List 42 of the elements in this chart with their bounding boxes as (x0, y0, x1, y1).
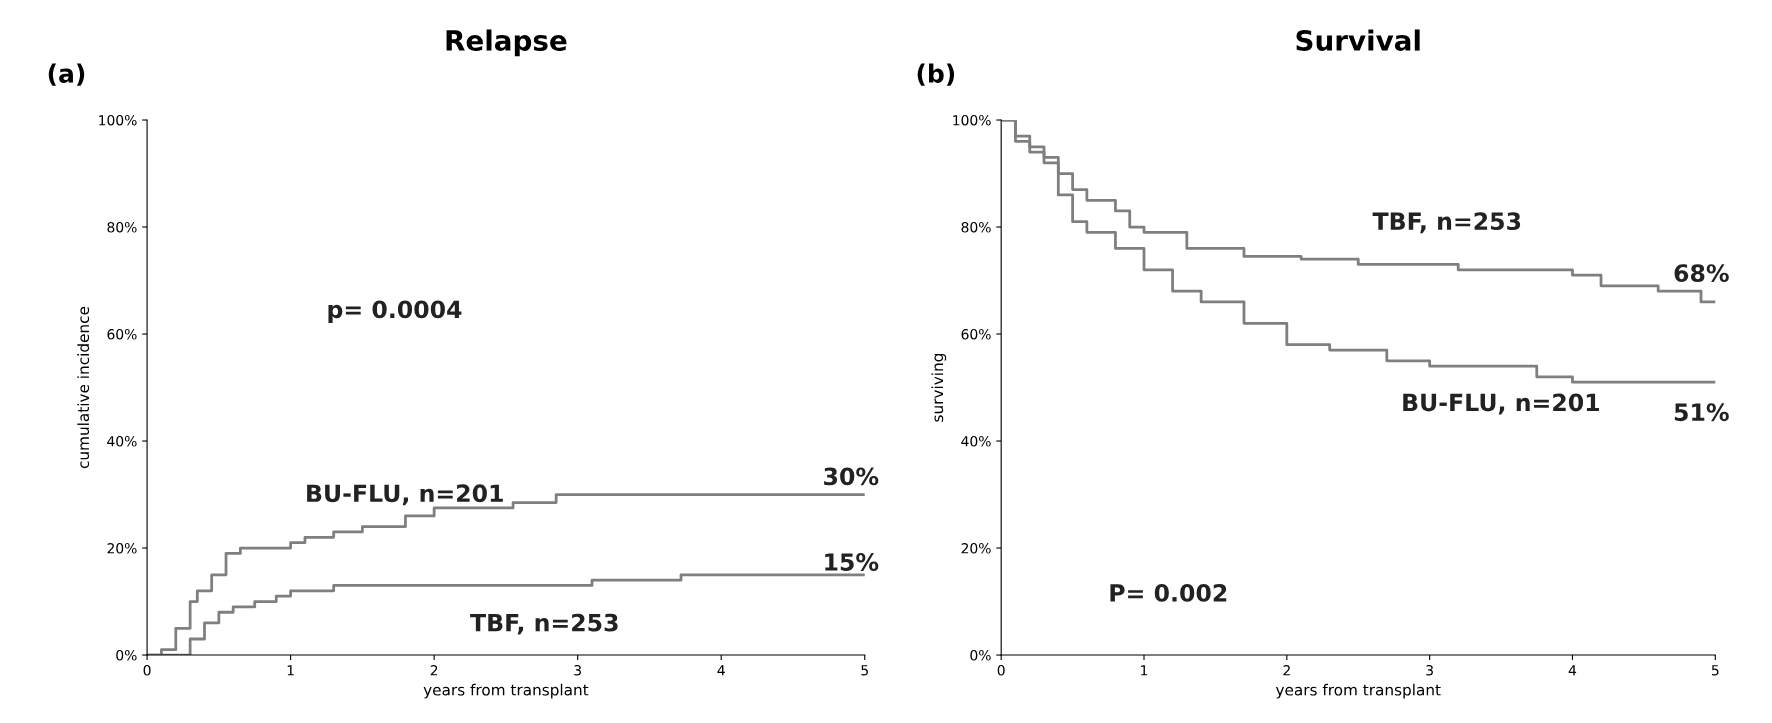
x-tick-label: 5 (861, 665, 868, 676)
y-tick-label: 0% (970, 650, 991, 661)
x-tick-label: 1 (287, 665, 294, 676)
x-axis-title: years from transplant (423, 683, 589, 699)
annotation: 51% (1674, 403, 1729, 422)
y-tick-label: 20% (961, 543, 991, 554)
x-tick-label: 4 (1568, 665, 1577, 676)
y-axis-title: cumulative incidence (77, 306, 90, 469)
series-label: TBF, n=253 (470, 613, 618, 635)
y-axis-title: surviving (931, 353, 947, 422)
chart-title: Relapse (446, 29, 567, 57)
text: (b) (917, 63, 955, 86)
y-tick-label: 40% (107, 436, 137, 447)
chart-title: Survival (1296, 29, 1420, 51)
annotation: 68% (1674, 264, 1729, 283)
series-label: BU-FLU, n=201 (1403, 393, 1599, 415)
text: (a) (48, 63, 85, 86)
x-tick-label: 5 (1711, 665, 1719, 676)
annotation: 30% (824, 467, 879, 486)
y-tick-label: 80% (961, 221, 991, 233)
y-tick-label: 100% (99, 114, 137, 126)
y-tick-label: 40% (961, 436, 991, 447)
annotation: 15% (825, 553, 879, 571)
x-tick-label: 3 (574, 665, 581, 676)
x-tick-label: 3 (1426, 665, 1433, 676)
x-tick-label: 1 (1141, 665, 1148, 676)
x-tick-label: 2 (430, 665, 438, 676)
annotation: P= 0.002 (1110, 584, 1227, 602)
y-tick-label: 60% (961, 328, 991, 340)
y-tick-label: 100% (953, 114, 991, 126)
y-tick-label: 60% (107, 328, 137, 340)
y-tick-label: 20% (107, 543, 137, 554)
series-label: BU-FLU, n=201 (307, 484, 503, 506)
series-label: TBF, n=253 (1372, 212, 1521, 234)
x-tick-label: 4 (717, 665, 725, 676)
y-tick-label: 80% (107, 221, 137, 233)
x-tick-label: 0 (997, 665, 1005, 676)
x-tick-label: 2 (1283, 665, 1290, 676)
x-axis-title: years from transplant (1275, 683, 1441, 699)
annotation: p= 0.0004 (328, 300, 462, 323)
y-tick-label: 0% (116, 650, 137, 661)
x-tick-label: 0 (143, 665, 151, 676)
